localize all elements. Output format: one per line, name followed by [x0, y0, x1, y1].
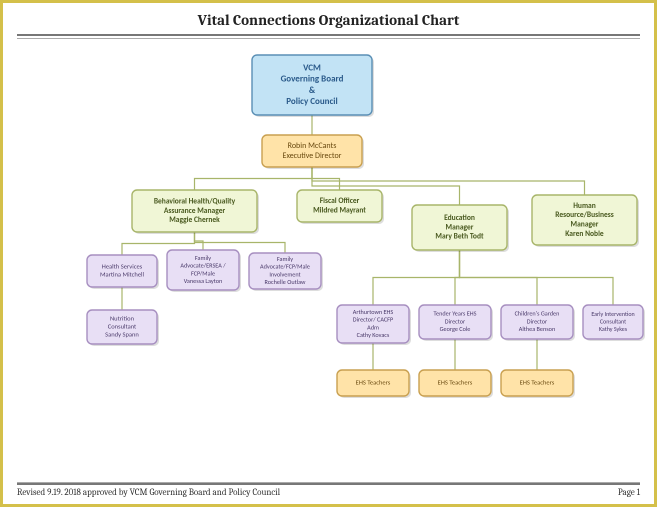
node-label: Mildred Mayrant [313, 207, 366, 216]
connector [455, 250, 460, 305]
node-label: Resource/Business [555, 211, 613, 220]
node-label: Kathy Sykes [599, 325, 628, 333]
connector [460, 250, 614, 305]
org-node: NutritionConsultantSandy Spann [87, 310, 159, 346]
node-label: Behavioral Health/Quality [154, 197, 236, 206]
node-label: Althea Benson [519, 325, 555, 333]
node-label: Manager [446, 223, 474, 232]
footer-right: Page 1 [618, 488, 640, 498]
node-label: Manager [571, 221, 599, 230]
org-node: Arthurtown EHSDirector/ CACFPAdmCathy Ko… [337, 305, 411, 345]
node-label: EHS Teachers [438, 379, 473, 387]
org-chart: VCMGoverning Board&Policy Council Robin M… [17, 45, 646, 465]
org-node: Fiscal OfficerMildred Mayrant [297, 190, 384, 224]
node-label: Executive Director [283, 151, 342, 161]
org-node: EHS Teachers [419, 370, 493, 398]
connector [195, 232, 204, 250]
page: Vital Connections Organizational Chart V… [3, 3, 654, 504]
node-label: Sandy Spann [105, 331, 139, 339]
page-footer: Revised 9.19. 2018 approved by VCM Gover… [17, 480, 640, 498]
org-node: VCMGoverning Board&Policy Council [252, 55, 374, 117]
node-label: Assurance Manager [164, 207, 226, 216]
org-node: Tender Years EHSDirectorGeorge Cole [419, 305, 493, 341]
node-label: Maggie Chernek [169, 216, 220, 225]
node-label: Education [444, 214, 475, 223]
node-label: EHS Teachers [520, 379, 555, 387]
org-node: Behavioral Health/QualityAssurance Manag… [132, 190, 259, 234]
node-label: Robin McCants [288, 141, 337, 151]
node-label: Health Services [102, 262, 143, 270]
node-label: Vanessa Layton [184, 277, 222, 285]
node-label: Fiscal Officer [320, 196, 360, 206]
nodes: VCMGoverning Board&Policy Council Robin M… [87, 55, 645, 398]
org-node: FamilyAdvocate/FCP/MaleInvolvementRochel… [249, 253, 323, 291]
org-node: HumanResource/BusinessManagerKaren Noble [532, 195, 639, 247]
node-label: Mary Beth Todt [435, 233, 484, 242]
connector [373, 250, 460, 305]
node-label: & [309, 85, 316, 96]
title-rule [17, 34, 640, 39]
node-label: Martina Mitchell [100, 271, 145, 279]
org-node: EducationManagerMary Beth Todt [412, 205, 509, 252]
org-node: EHS Teachers [501, 370, 575, 398]
node-label: Karen Noble [565, 230, 604, 239]
node-label: Cathy Kovacs [357, 331, 390, 339]
org-node: Children's GardenDirectorAlthea Benson [501, 305, 575, 341]
node-label: Nutrition [110, 314, 135, 322]
node-label: George Cole [440, 325, 471, 333]
org-node: Robin McCantsExecutive Director [262, 135, 364, 169]
org-node: Early InterventionConsultantKathy Sykes [583, 305, 645, 341]
node-label: Consultant [108, 323, 137, 331]
node-label: Rochelle Outlaw [265, 278, 307, 286]
footer-left: Revised 9.19. 2018 approved by VCM Gover… [17, 488, 280, 498]
node-label: EHS Teachers [356, 379, 391, 387]
node-label: Human [573, 202, 596, 211]
connector [195, 167, 313, 190]
org-node: FamilyAdvocate/ERSEA /FCP/MaleVanessa La… [167, 250, 241, 292]
node-label: Governing Board [281, 74, 344, 85]
node-label: VCM [303, 62, 321, 73]
org-node: EHS Teachers [337, 370, 411, 398]
page-title: Vital Connections Organizational Chart [17, 11, 640, 32]
node-label: Policy Council [286, 96, 337, 107]
org-node: Health ServicesMartina Mitchell [87, 255, 159, 289]
